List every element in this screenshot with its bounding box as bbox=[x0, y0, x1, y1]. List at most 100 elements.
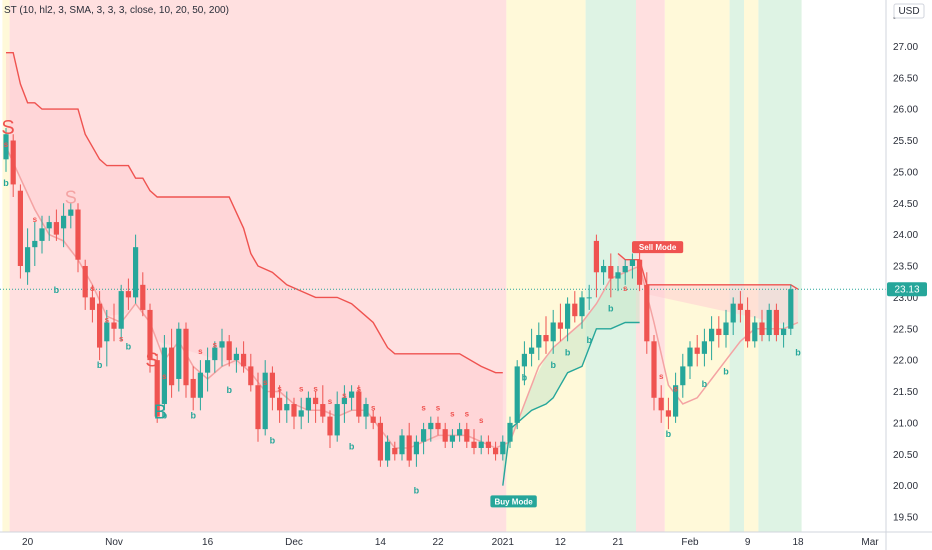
candle[interactable] bbox=[665, 397, 671, 430]
candle[interactable] bbox=[673, 372, 679, 423]
candle[interactable] bbox=[176, 322, 182, 392]
candle[interactable] bbox=[370, 410, 376, 430]
candle[interactable] bbox=[586, 284, 592, 310]
candle[interactable] bbox=[745, 297, 751, 348]
candle[interactable] bbox=[154, 353, 160, 423]
candle[interactable] bbox=[406, 422, 412, 467]
candle[interactable] bbox=[313, 391, 319, 423]
candle[interactable] bbox=[464, 422, 470, 448]
candle[interactable] bbox=[543, 316, 549, 354]
candle[interactable] bbox=[529, 328, 535, 367]
candle[interactable] bbox=[615, 266, 621, 292]
candle[interactable] bbox=[658, 385, 664, 423]
candle[interactable] bbox=[10, 134, 16, 197]
candle[interactable] bbox=[205, 347, 211, 392]
candle[interactable] bbox=[363, 397, 369, 430]
candle[interactable] bbox=[377, 416, 383, 467]
study-legend[interactable]: ST (10, hl2, 3, SMA, 3, 3, 3, close, 10,… bbox=[4, 5, 229, 16]
candle[interactable] bbox=[788, 284, 794, 336]
candle[interactable] bbox=[277, 385, 283, 423]
candle[interactable] bbox=[349, 385, 355, 411]
candle[interactable] bbox=[565, 297, 571, 342]
candle[interactable] bbox=[507, 416, 513, 448]
candle[interactable] bbox=[781, 322, 787, 348]
candle[interactable] bbox=[262, 360, 268, 436]
candle[interactable] bbox=[97, 291, 103, 361]
candle[interactable] bbox=[773, 303, 779, 342]
candle[interactable] bbox=[89, 284, 95, 323]
candle[interactable] bbox=[435, 416, 441, 436]
candle[interactable] bbox=[341, 385, 347, 423]
candle[interactable] bbox=[608, 253, 614, 298]
candle[interactable] bbox=[478, 435, 484, 455]
candle[interactable] bbox=[46, 215, 52, 241]
candle[interactable] bbox=[392, 441, 398, 461]
candle[interactable] bbox=[53, 209, 59, 241]
candle[interactable] bbox=[3, 127, 9, 172]
candle[interactable] bbox=[514, 360, 520, 430]
candle[interactable] bbox=[399, 429, 405, 461]
candle[interactable] bbox=[694, 335, 700, 367]
candle[interactable] bbox=[449, 429, 455, 448]
candle[interactable] bbox=[385, 435, 391, 467]
candle[interactable] bbox=[320, 385, 326, 423]
candle[interactable] bbox=[709, 316, 715, 361]
candle[interactable] bbox=[298, 397, 304, 430]
candle[interactable] bbox=[284, 391, 290, 423]
candle[interactable] bbox=[241, 341, 247, 373]
candle[interactable] bbox=[334, 391, 340, 442]
candle[interactable] bbox=[428, 416, 434, 442]
candle[interactable] bbox=[104, 309, 110, 367]
candle[interactable] bbox=[169, 328, 175, 398]
candle[interactable] bbox=[737, 291, 743, 323]
candle[interactable] bbox=[133, 234, 139, 304]
candle[interactable] bbox=[413, 435, 419, 467]
candle[interactable] bbox=[32, 222, 38, 266]
candle[interactable] bbox=[442, 422, 448, 448]
candle[interactable] bbox=[471, 429, 477, 455]
candle[interactable] bbox=[68, 203, 74, 229]
candle[interactable] bbox=[248, 353, 254, 392]
candle[interactable] bbox=[759, 309, 765, 342]
candle[interactable] bbox=[197, 360, 203, 411]
candle[interactable] bbox=[457, 422, 463, 442]
candle[interactable] bbox=[161, 335, 167, 411]
candle[interactable] bbox=[147, 303, 153, 373]
candle[interactable] bbox=[687, 341, 693, 379]
candle[interactable] bbox=[493, 441, 499, 461]
candle[interactable] bbox=[651, 335, 657, 411]
candle[interactable] bbox=[557, 303, 563, 342]
candle[interactable] bbox=[39, 215, 45, 254]
candle[interactable] bbox=[356, 385, 362, 423]
candle[interactable] bbox=[593, 234, 599, 298]
candle[interactable] bbox=[125, 278, 131, 310]
candle[interactable] bbox=[183, 322, 189, 398]
candle[interactable] bbox=[269, 366, 275, 411]
candle[interactable] bbox=[111, 303, 117, 342]
candle[interactable] bbox=[629, 253, 635, 279]
candle[interactable] bbox=[255, 372, 261, 442]
candle[interactable] bbox=[25, 228, 31, 285]
candle[interactable] bbox=[716, 316, 722, 348]
candle[interactable] bbox=[118, 284, 124, 342]
candle[interactable] bbox=[723, 309, 729, 348]
candle[interactable] bbox=[291, 397, 297, 430]
candle[interactable] bbox=[421, 422, 427, 455]
candle[interactable] bbox=[521, 341, 527, 386]
candle[interactable] bbox=[701, 328, 707, 367]
candle[interactable] bbox=[680, 353, 686, 398]
candle[interactable] bbox=[82, 259, 88, 310]
currency-badge[interactable]: USD bbox=[893, 3, 925, 19]
candle[interactable] bbox=[233, 347, 239, 373]
candle[interactable] bbox=[572, 291, 578, 323]
candle[interactable] bbox=[730, 297, 736, 336]
candle[interactable] bbox=[226, 335, 232, 367]
candle[interactable] bbox=[550, 309, 556, 354]
candle[interactable] bbox=[61, 203, 67, 248]
candle[interactable] bbox=[17, 184, 23, 279]
candle[interactable] bbox=[766, 303, 772, 342]
candle[interactable] bbox=[75, 203, 81, 273]
candle[interactable] bbox=[637, 247, 643, 292]
candle[interactable] bbox=[190, 366, 196, 411]
